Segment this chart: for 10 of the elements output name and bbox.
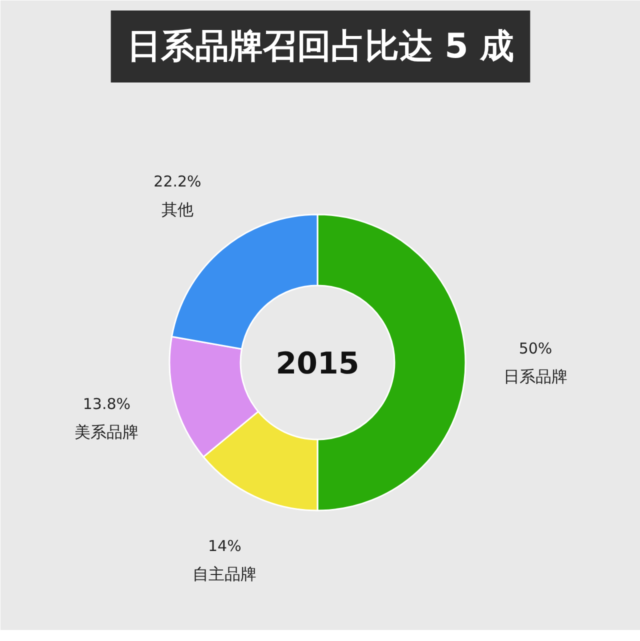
slice-label: 日系品牌 <box>504 367 568 386</box>
slice-label: 自主品牌 <box>192 564 257 584</box>
data-label: 14% <box>208 536 242 555</box>
chart-title: 日系品牌召回占比达 5 成 <box>126 26 514 66</box>
slice-label: 美系品牌 <box>74 422 139 442</box>
text: 2015 <box>276 346 360 382</box>
slice-label: 其他 <box>161 200 194 219</box>
data-label: 50% <box>518 340 552 358</box>
data-label: 22.2% <box>154 172 202 190</box>
data-label: 13.8% <box>82 395 131 414</box>
